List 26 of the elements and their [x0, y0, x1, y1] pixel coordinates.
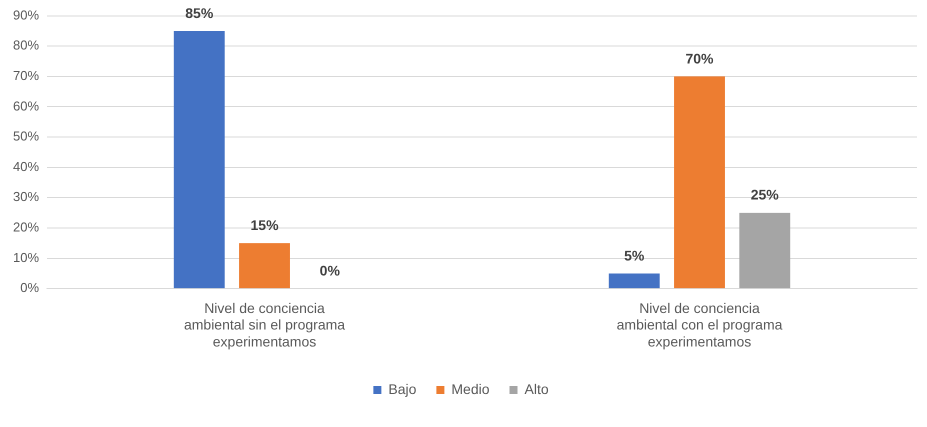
bar	[674, 76, 725, 288]
y-tick-label: 90%	[12, 7, 40, 22]
y-tick-label: 10%	[12, 250, 40, 265]
y-tick-label: 20%	[12, 220, 40, 235]
text: 15%	[250, 216, 279, 233]
bar	[174, 30, 225, 288]
y-tick-label: 60%	[12, 98, 40, 114]
y-tick-label: 0%	[20, 280, 40, 296]
legend-label: Alto	[524, 380, 549, 397]
y-tick-label: 70%	[12, 68, 40, 83]
text: 0%	[320, 262, 340, 278]
text: 70%	[685, 50, 714, 66]
x-tick-label: Nivel de conciencia ambiental sin el programa experimentamos	[184, 300, 346, 350]
text: 5%	[624, 247, 644, 264]
legend-label: Bajo	[388, 380, 417, 397]
bar	[608, 273, 660, 288]
y-tick-label: 30%	[12, 189, 40, 204]
y-tick-label: 40%	[12, 158, 40, 174]
y-tick-label: 50%	[12, 128, 40, 144]
text: 85%	[185, 4, 214, 21]
text: 25%	[750, 186, 779, 203]
bar	[239, 243, 290, 288]
x-tick-label: Nivel de conciencia ambiental con el programa experimentamos	[616, 300, 783, 350]
y-tick-label: 80%	[12, 38, 40, 53]
legend-label: Medio	[451, 380, 490, 397]
bar	[739, 212, 790, 288]
